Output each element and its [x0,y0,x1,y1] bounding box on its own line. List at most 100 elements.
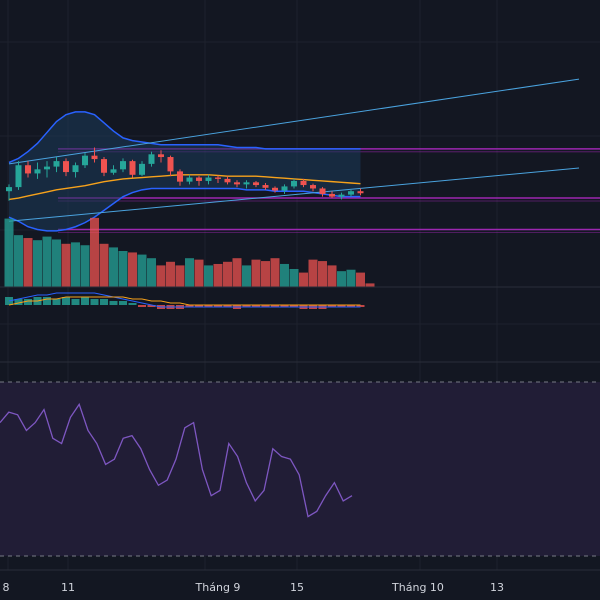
macd-hist-22 [214,305,222,307]
rsi-panel [0,381,600,557]
candle-body-11 [110,169,117,173]
candle-body-6 [63,161,69,173]
candle-body-5 [53,161,60,167]
macd-hist-4 [43,297,51,305]
volume-bar-1 [14,235,23,287]
macd-hist-29 [280,305,289,307]
macd-hist-23 [223,305,232,307]
macd-hist-36 [347,305,355,307]
volume-bar-25 [242,265,251,287]
macd-hist-30 [290,305,298,307]
volume-bar-16 [156,265,166,287]
candle-body-31 [300,180,307,186]
volume-bar-24 [232,258,242,287]
macd-hist-28 [271,305,279,307]
candle-body-15 [148,154,155,164]
candle-body-36 [348,191,354,195]
volume-bar-17 [166,261,175,287]
volume-bar-15 [147,258,156,287]
volume-bar-29 [280,263,289,287]
volume-bar-12 [118,251,128,287]
volume-bar-10 [99,243,109,287]
macd-hist-11 [109,301,118,305]
macd-hist-9 [90,299,99,305]
volume-bar-6 [61,243,71,287]
candle-body-13 [129,161,136,175]
volume-bar-18 [175,265,185,287]
macd-panel [5,292,365,309]
volume-bar-30 [289,269,299,287]
macd-signal [8,296,361,306]
x-tick-label-1: 11 [61,581,75,594]
rsi-band-fill [0,382,600,556]
macd-hist-14 [138,305,146,307]
volume-bar-26 [251,259,261,287]
macd-hist-37 [356,305,365,307]
volume-panel [0,217,600,288]
volume-bar-8 [80,245,90,287]
volume-bar-14 [137,254,147,287]
macd-hist-1 [14,299,23,305]
x-tick-label-4: Tháng 10 [391,581,444,594]
macd-hist-27 [261,305,270,307]
macd-hist-35 [337,305,346,307]
candle-body-37 [357,191,364,194]
volume-bar-31 [299,272,308,287]
bollinger-lower [8,187,361,232]
volume-bar-0 [4,218,14,287]
macd-hist-20 [195,305,203,307]
candle-body-7 [72,165,79,173]
candle-body-29 [281,186,288,191]
volume-bar-19 [185,258,194,287]
macd-hist-34 [328,305,336,307]
trendline-1 [8,167,580,222]
volume-bar-36 [346,269,356,287]
candle-body-34 [329,193,335,197]
candle-body-35 [338,194,345,197]
candle-body-9 [91,155,98,160]
volume-bar-3 [33,240,42,287]
x-tick-label-3: 15 [290,581,304,594]
rsi-line [0,402,353,518]
macd-hist-2 [24,299,32,305]
volume-bar-9 [90,217,99,287]
candle-body-30 [291,180,297,187]
candle-body-17 [167,157,174,172]
candle-body-25 [243,182,250,185]
volume-bar-11 [109,247,118,287]
volume-bar-35 [337,271,346,287]
volume-bar-7 [71,242,80,287]
macd-hist-19 [185,305,194,307]
trendline-0 [8,78,580,165]
volume-bar-21 [204,265,213,287]
volume-bar-33 [318,261,327,287]
x-tick-label-0: 8 [3,581,10,594]
candle-body-12 [120,161,126,170]
volume-bar-37 [356,272,365,287]
macd-hist-7 [71,299,80,305]
volume-bar-4 [42,236,52,287]
macd-hist-15 [147,305,156,307]
macd-hist-26 [252,305,260,307]
x-axis: 8 11 Tháng 9 15 Tháng 10 13 [3,581,505,594]
candle-body-26 [253,182,259,186]
macd-hist-6 [62,297,70,305]
moving-average [8,174,361,201]
candle-body-0 [6,187,12,192]
macd-hist-21 [204,305,213,307]
candle-body-24 [234,182,240,185]
macd-hist-12 [119,301,127,305]
candle-body-28 [272,187,278,191]
candle-body-22 [215,177,221,179]
macd-hist-25 [242,305,251,307]
candle-body-2 [25,165,31,174]
macd-hist-5 [52,299,61,305]
volume-bar-2 [23,238,33,287]
volume-bar-22 [213,263,223,287]
volume-bar-34 [327,265,337,287]
volume-bar-20 [194,259,204,287]
candle-body-3 [34,169,41,174]
candle-body-1 [15,165,22,188]
